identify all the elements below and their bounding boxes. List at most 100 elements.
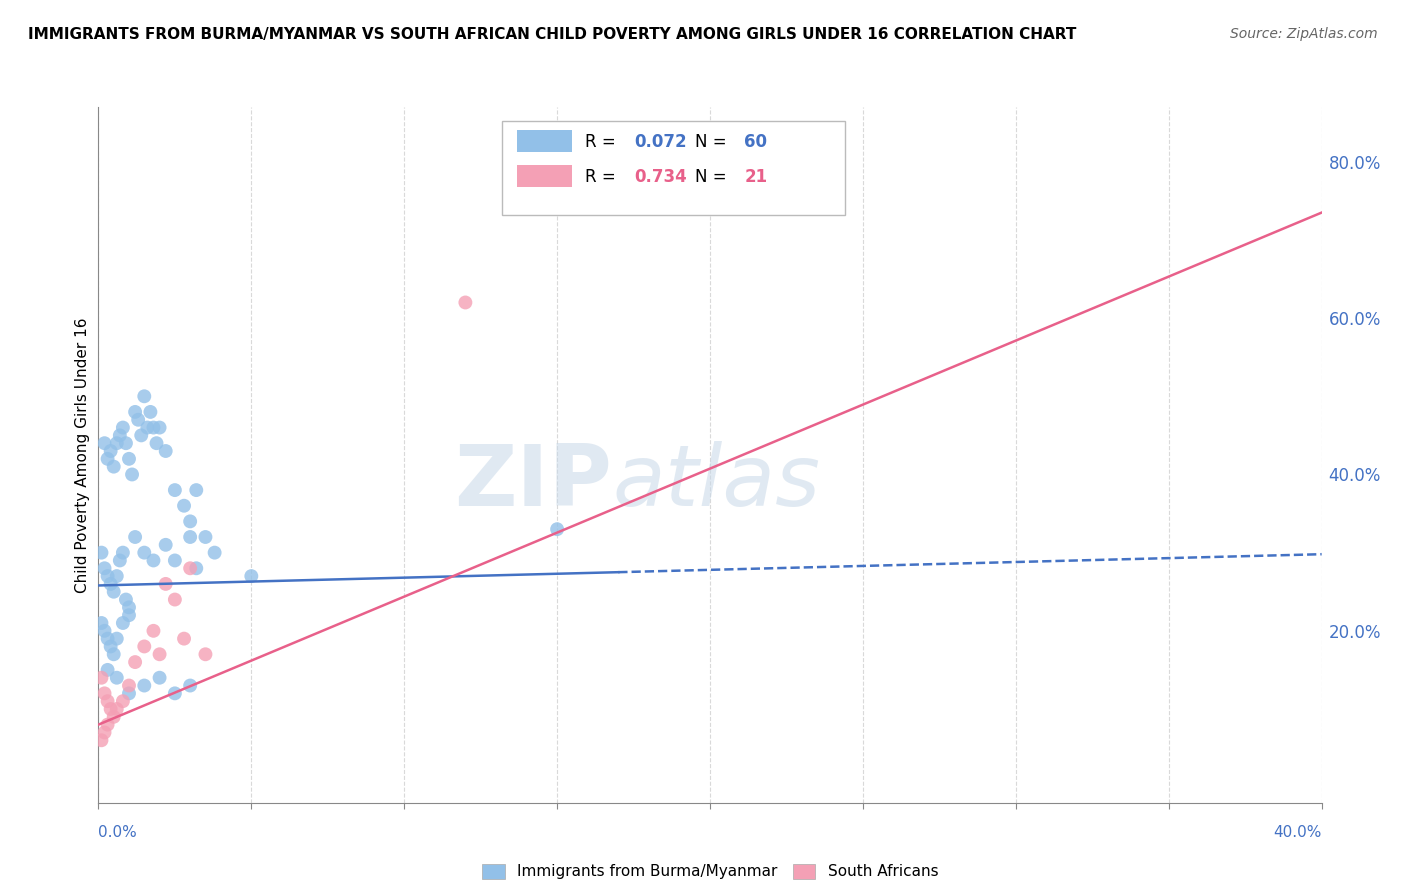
Point (134, 546, 156, 560)
Point (136, 420, 159, 434)
Point (134, 679, 156, 693)
Legend: Immigrants from Burma/Myanmar, South Africans: Immigrants from Burma/Myanmar, South Afr… (475, 857, 945, 886)
Point (124, 655, 146, 669)
FancyBboxPatch shape (517, 130, 572, 153)
Point (179, 530, 201, 544)
Point (142, 553, 165, 567)
Point (93, 561, 115, 575)
Point (90, 546, 112, 560)
Point (90, 671, 112, 685)
Point (124, 530, 146, 544)
Point (97, 632, 120, 646)
Point (134, 640, 156, 654)
Text: 0.072: 0.072 (634, 133, 686, 151)
Point (93, 686, 115, 700)
Point (105, 569, 128, 583)
Point (118, 451, 141, 466)
Point (546, 522, 568, 536)
Point (118, 608, 141, 623)
Point (204, 546, 226, 560)
Point (186, 561, 208, 575)
Point (93, 725, 115, 739)
Point (115, 592, 138, 607)
Point (454, 295, 477, 310)
Text: 0.734: 0.734 (634, 168, 688, 186)
Point (163, 553, 186, 567)
Point (93, 436, 115, 450)
Point (149, 420, 172, 434)
Point (97, 451, 120, 466)
Point (127, 413, 149, 427)
Text: Source: ZipAtlas.com: Source: ZipAtlas.com (1230, 27, 1378, 41)
Point (155, 538, 177, 552)
Point (100, 702, 122, 716)
FancyBboxPatch shape (517, 165, 572, 187)
Text: ZIP: ZIP (454, 442, 612, 524)
Point (145, 436, 167, 450)
Text: atlas: atlas (612, 442, 820, 524)
Point (173, 499, 195, 513)
Text: N =: N = (696, 168, 733, 186)
Point (103, 710, 125, 724)
Point (90, 615, 112, 630)
Point (93, 624, 115, 638)
Point (142, 420, 165, 434)
Point (163, 483, 186, 497)
Point (111, 694, 134, 708)
Point (155, 444, 177, 458)
Point (134, 389, 156, 403)
Point (124, 405, 146, 419)
Point (163, 686, 186, 700)
Point (97, 569, 120, 583)
Point (149, 671, 172, 685)
Point (115, 436, 138, 450)
Point (108, 428, 131, 442)
Text: R =: R = (585, 168, 621, 186)
Point (105, 632, 128, 646)
Point (179, 514, 201, 528)
Point (111, 420, 134, 434)
Y-axis label: Child Poverty Among Girls Under 16: Child Poverty Among Girls Under 16 (75, 318, 90, 592)
FancyBboxPatch shape (502, 121, 845, 215)
Point (129, 428, 152, 442)
Point (155, 577, 177, 591)
Text: 0.0%: 0.0% (98, 825, 138, 840)
Point (103, 459, 125, 474)
Point (105, 702, 128, 716)
Point (103, 647, 125, 661)
Point (97, 663, 120, 677)
Point (179, 561, 201, 575)
Point (179, 679, 201, 693)
Point (163, 592, 186, 607)
Point (186, 483, 208, 497)
Point (111, 546, 134, 560)
Point (173, 632, 195, 646)
Point (194, 647, 217, 661)
Point (111, 615, 134, 630)
Point (108, 553, 131, 567)
Text: N =: N = (696, 133, 733, 151)
Point (118, 600, 141, 615)
Point (139, 405, 162, 419)
Point (149, 647, 172, 661)
Point (97, 717, 120, 731)
Point (97, 694, 120, 708)
Point (90, 733, 112, 747)
Point (105, 436, 128, 450)
Text: IMMIGRANTS FROM BURMA/MYANMAR VS SOUTH AFRICAN CHILD POVERTY AMONG GIRLS UNDER 1: IMMIGRANTS FROM BURMA/MYANMAR VS SOUTH A… (28, 27, 1077, 42)
Point (121, 467, 143, 482)
Text: 60: 60 (744, 133, 768, 151)
Point (105, 671, 128, 685)
Text: 21: 21 (744, 168, 768, 186)
Point (142, 624, 165, 638)
Point (100, 444, 122, 458)
Point (240, 569, 263, 583)
Point (118, 679, 141, 693)
Point (118, 686, 141, 700)
Text: R =: R = (585, 133, 621, 151)
Point (194, 530, 217, 544)
Point (103, 584, 125, 599)
Point (100, 577, 122, 591)
Point (100, 640, 122, 654)
Text: 40.0%: 40.0% (1274, 825, 1322, 840)
